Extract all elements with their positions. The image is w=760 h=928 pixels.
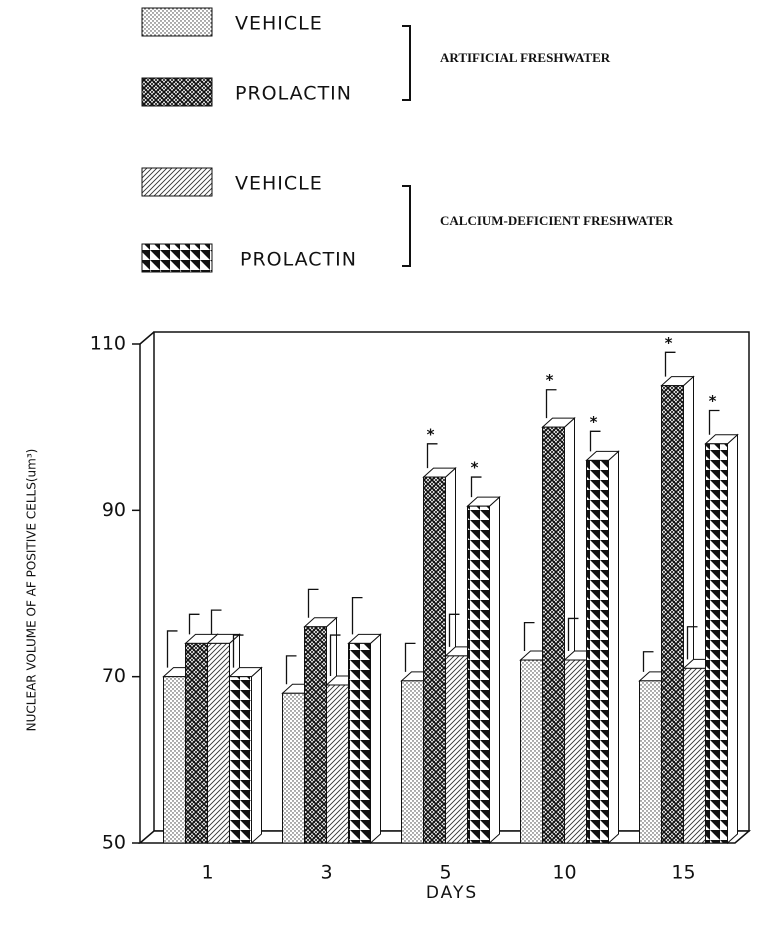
x-tick-label: 15 — [671, 862, 695, 884]
error-bar — [708, 409, 720, 435]
y-axis-title: NUCLEAR VOLUME OF AF POSITIVE CELLS(um³) — [25, 449, 39, 732]
significance-label: * — [665, 334, 673, 352]
error-bar — [188, 613, 200, 635]
error-bar — [545, 389, 557, 419]
error-bar — [166, 630, 178, 668]
error-bar — [567, 617, 579, 652]
error-bar — [470, 476, 482, 498]
x-tick-label: 1 — [201, 862, 213, 884]
legend-label: PROLACTIN — [240, 249, 357, 271]
bar — [683, 667, 706, 844]
error-bar — [426, 443, 438, 469]
bar-side — [727, 433, 738, 845]
bar — [163, 676, 186, 844]
bar — [564, 659, 587, 844]
error-bar — [664, 351, 676, 377]
bar — [207, 642, 230, 844]
significance-label: * — [471, 459, 479, 477]
error-bar — [589, 430, 601, 452]
legend-label: VEHICLE — [235, 173, 323, 195]
error-bar — [210, 609, 222, 635]
y-tick-label: 90 — [102, 499, 126, 521]
legend-swatch — [141, 243, 213, 273]
error-bar — [232, 634, 244, 668]
group-label: CALCIUM-DEFICIENT FRESHWATER — [440, 213, 674, 228]
x-tick-label: 10 — [552, 862, 576, 884]
error-bar — [351, 597, 363, 635]
bar — [661, 385, 684, 844]
bar — [705, 443, 728, 844]
bar-side — [370, 633, 381, 845]
y-tick-label: 70 — [102, 665, 126, 687]
group-label: ARTIFICIAL FRESHWATER — [440, 50, 611, 65]
significance-label: * — [590, 413, 598, 431]
bar — [467, 505, 490, 844]
bar — [423, 476, 446, 844]
y-axis-top — [139, 331, 155, 345]
x-axis-title: DAYS — [426, 883, 478, 903]
bar — [282, 692, 305, 844]
significance-label: * — [427, 425, 435, 443]
legend-bracket — [402, 25, 411, 101]
error-bar — [523, 621, 535, 652]
error-bar — [285, 655, 297, 685]
legend-label: PROLACTIN — [235, 83, 352, 105]
error-bar — [642, 651, 654, 672]
legend-swatch — [141, 77, 213, 107]
bar-side — [489, 496, 500, 845]
legend-bracket — [402, 185, 411, 267]
y-tick-label: 110 — [90, 333, 126, 355]
significance-label: * — [546, 371, 554, 389]
bar — [326, 684, 349, 844]
bar — [304, 626, 327, 844]
bar-side — [608, 450, 619, 845]
bar — [401, 680, 424, 844]
significance-label: * — [709, 392, 717, 410]
bar-side — [251, 666, 262, 845]
error-bar — [307, 588, 319, 618]
bar — [586, 459, 609, 844]
legend-swatch — [141, 167, 213, 197]
bar — [348, 642, 371, 844]
error-bar — [329, 634, 341, 676]
bar — [185, 642, 208, 844]
error-bar — [448, 613, 460, 647]
y-tick-label: 50 — [102, 832, 126, 854]
bar — [229, 676, 252, 844]
bar — [520, 659, 543, 844]
x-tick-label: 5 — [439, 862, 451, 884]
bar — [542, 426, 565, 844]
bar — [639, 680, 662, 844]
error-bar — [404, 642, 416, 672]
legend-swatch — [141, 7, 213, 37]
x-tick-label: 3 — [320, 862, 332, 884]
bar — [445, 655, 468, 844]
legend-label: VEHICLE — [235, 13, 323, 35]
error-bar — [686, 626, 698, 660]
